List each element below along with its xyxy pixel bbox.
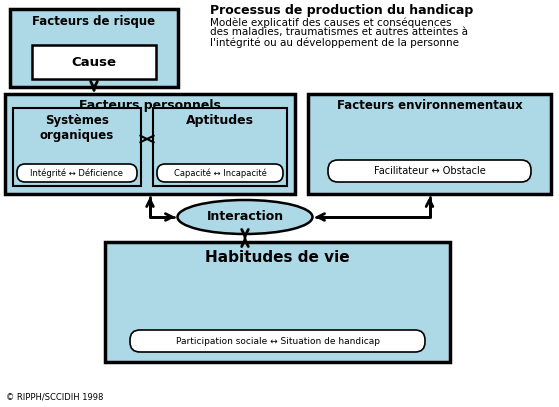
FancyBboxPatch shape <box>130 330 425 352</box>
Bar <box>308 94 551 194</box>
Text: Intégrité ↔ Déficience: Intégrité ↔ Déficience <box>31 168 124 178</box>
Text: Facilitateur ↔ Obstacle: Facilitateur ↔ Obstacle <box>373 166 485 176</box>
Text: des maladies, traumatismes et autres atteintes à: des maladies, traumatismes et autres att… <box>210 27 468 37</box>
Bar <box>5 94 295 194</box>
Bar <box>105 242 450 362</box>
Ellipse shape <box>178 200 312 234</box>
Bar <box>153 108 287 186</box>
Text: Facteurs de risque: Facteurs de risque <box>32 15 155 28</box>
Text: Participation sociale ↔ Situation de handicap: Participation sociale ↔ Situation de han… <box>176 337 380 346</box>
Text: Modèle explicatif des causes et conséquences: Modèle explicatif des causes et conséque… <box>210 17 452 28</box>
Bar <box>10 9 178 87</box>
FancyBboxPatch shape <box>17 164 137 182</box>
Text: Facteurs environnementaux: Facteurs environnementaux <box>337 99 522 112</box>
Text: Systèmes
organiques: Systèmes organiques <box>40 114 114 142</box>
Text: Interaction: Interaction <box>206 210 283 223</box>
Text: l'intégrité ou au développement de la personne: l'intégrité ou au développement de la pe… <box>210 37 459 48</box>
FancyBboxPatch shape <box>328 160 531 182</box>
Bar <box>32 45 156 79</box>
Text: Habitudes de vie: Habitudes de vie <box>205 250 350 265</box>
Text: Facteurs personnels: Facteurs personnels <box>79 99 221 112</box>
Text: © RIPPH/SCCIDIH 1998: © RIPPH/SCCIDIH 1998 <box>6 392 103 401</box>
Text: Processus de production du handicap: Processus de production du handicap <box>210 4 473 17</box>
Text: Cause: Cause <box>72 55 116 68</box>
Text: Capacité ↔ Incapacité: Capacité ↔ Incapacité <box>173 168 267 178</box>
Bar <box>13 108 141 186</box>
Text: Aptitudes: Aptitudes <box>186 114 254 127</box>
FancyBboxPatch shape <box>157 164 283 182</box>
